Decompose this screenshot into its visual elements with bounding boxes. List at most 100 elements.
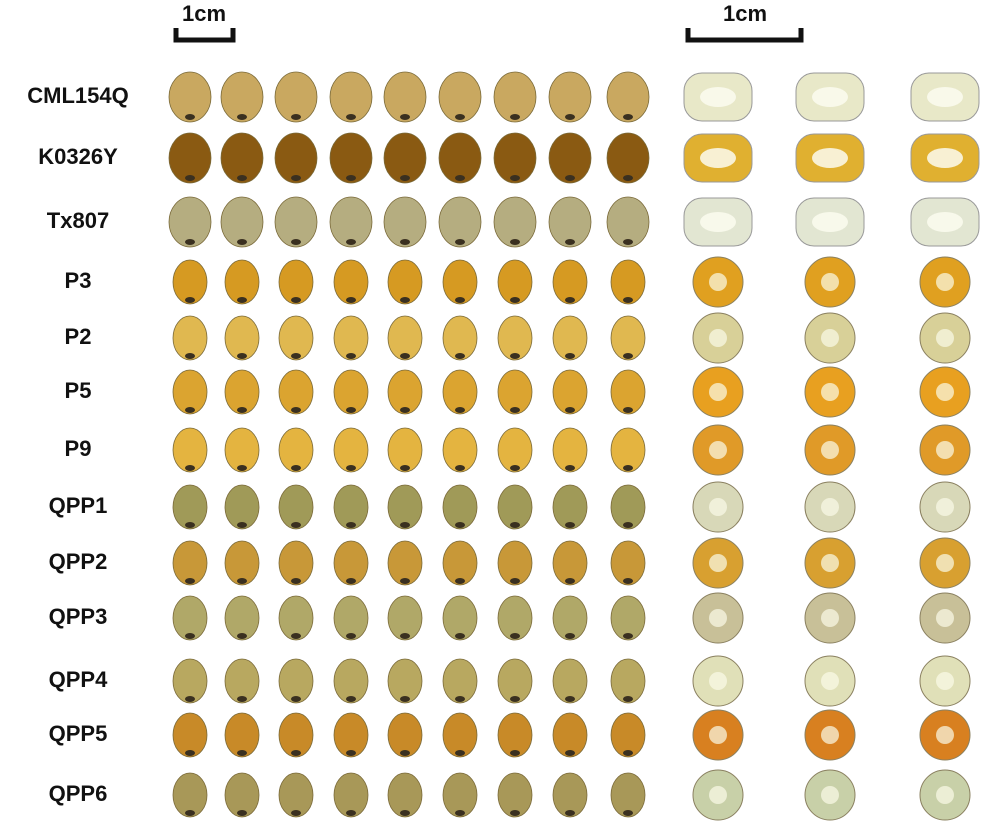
kernel-tip <box>510 696 520 702</box>
kernel-tip <box>185 175 195 181</box>
kernel-tip <box>510 810 520 816</box>
row-label: P9 <box>65 436 92 461</box>
kernel-tip <box>623 175 633 181</box>
kernel-tip <box>510 175 520 181</box>
kernel-tip <box>185 810 195 816</box>
kernel <box>168 196 212 248</box>
kernel <box>329 132 373 184</box>
kernel-tip <box>455 696 465 702</box>
kernel <box>610 658 646 704</box>
kernel <box>552 369 588 415</box>
kernel <box>552 658 588 704</box>
row-label: QPP3 <box>49 604 108 629</box>
kernel <box>438 132 482 184</box>
kernel <box>497 484 533 530</box>
kernel-tip <box>400 297 410 303</box>
kernel-tip <box>185 465 195 471</box>
kernel-tip <box>455 114 465 120</box>
kernel-tip <box>237 175 247 181</box>
kernel <box>333 658 369 704</box>
kernel-tip <box>185 239 195 245</box>
section-core <box>936 672 954 690</box>
kernel <box>224 540 260 586</box>
kernel-tip <box>565 465 575 471</box>
kernel-tip <box>346 114 356 120</box>
kernel-tip <box>623 810 633 816</box>
scale-bar <box>685 28 804 43</box>
kernel-tip <box>623 578 633 584</box>
kernel <box>552 259 588 305</box>
kernel <box>278 427 314 473</box>
kernel-tip <box>237 407 247 413</box>
kernel <box>278 259 314 305</box>
section-core <box>936 441 954 459</box>
kernel-tip <box>565 810 575 816</box>
kernel-tip <box>623 696 633 702</box>
kernel <box>548 132 592 184</box>
kernel <box>442 712 478 758</box>
kernel-tip <box>185 750 195 756</box>
kernel <box>172 427 208 473</box>
kernel-tip <box>291 407 301 413</box>
kernel-tip <box>400 407 410 413</box>
kernel-tip <box>455 353 465 359</box>
section-core <box>709 329 727 347</box>
kernel-tip <box>455 522 465 528</box>
kernel <box>172 315 208 361</box>
row-label: P5 <box>65 378 92 403</box>
kernel-tip <box>291 810 301 816</box>
kernel <box>552 484 588 530</box>
kernel-tip <box>185 407 195 413</box>
kernel-tip <box>346 578 356 584</box>
kernel-tip <box>346 810 356 816</box>
section-core <box>709 609 727 627</box>
kernel <box>442 369 478 415</box>
kernel-tip <box>237 522 247 528</box>
kernel-tip <box>291 175 301 181</box>
section-core <box>709 273 727 291</box>
row-label: Tx807 <box>47 208 109 233</box>
kernel-tip <box>291 750 301 756</box>
kernel-tip <box>455 297 465 303</box>
kernel <box>172 658 208 704</box>
kernel <box>274 71 318 123</box>
kernel <box>278 540 314 586</box>
kernel-tip <box>623 633 633 639</box>
kernel <box>387 658 423 704</box>
row-label: CML154Q <box>27 83 128 108</box>
section-core <box>821 554 839 572</box>
kernel-tip <box>510 297 520 303</box>
row-label: QPP4 <box>49 667 108 692</box>
kernel-tip <box>237 696 247 702</box>
kernel <box>387 259 423 305</box>
kernel-rows: CML154Q K0326Y Tx807 P3 P2 P5 P9 QPP1 QPP2 QPP3 QP… <box>27 71 980 821</box>
section-core <box>709 726 727 744</box>
section-core <box>821 786 839 804</box>
section-core <box>821 672 839 690</box>
kernel-tip <box>400 114 410 120</box>
kernel-tip <box>185 696 195 702</box>
kernel-tip <box>346 522 356 528</box>
kernel <box>333 540 369 586</box>
kernel <box>278 712 314 758</box>
kernel <box>168 132 212 184</box>
section-core <box>709 786 727 804</box>
section-core <box>709 554 727 572</box>
kernel <box>438 196 482 248</box>
section-core <box>700 87 736 107</box>
kernel-tip <box>291 239 301 245</box>
kernel-tip <box>455 750 465 756</box>
kernel-tip <box>185 297 195 303</box>
kernel-tip <box>455 810 465 816</box>
section-core <box>936 554 954 572</box>
kernel <box>552 595 588 641</box>
kernel <box>610 315 646 361</box>
kernel-tip <box>455 407 465 413</box>
kernel-tip <box>623 114 633 120</box>
kernel-tip <box>237 353 247 359</box>
kernel <box>333 484 369 530</box>
kernel-tip <box>346 633 356 639</box>
kernel <box>278 484 314 530</box>
kernel <box>552 315 588 361</box>
